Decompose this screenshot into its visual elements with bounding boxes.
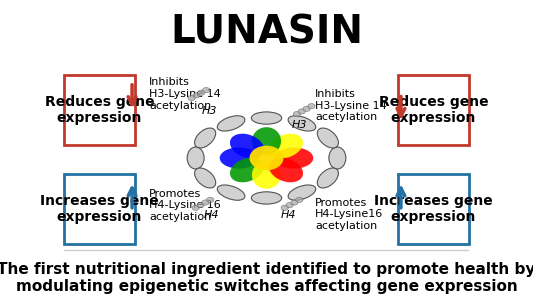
Circle shape [293,112,301,117]
Circle shape [281,205,288,210]
Circle shape [197,202,204,208]
Ellipse shape [252,161,281,189]
Text: Inhibits
H3-Lysine 14
acetylation: Inhibits H3-Lysine 14 acetylation [315,89,387,122]
Circle shape [192,205,199,210]
Text: H4: H4 [204,210,220,220]
Ellipse shape [269,158,303,182]
Text: Increases gene
expression: Increases gene expression [374,194,493,224]
Text: LUNASIN: LUNASIN [170,13,363,51]
FancyBboxPatch shape [64,174,135,244]
Ellipse shape [252,112,281,124]
Circle shape [308,103,315,109]
Text: Promotes
H4-Lysine16
acetylation: Promotes H4-Lysine16 acetylation [315,198,383,231]
Ellipse shape [252,192,281,204]
Circle shape [198,90,205,95]
FancyBboxPatch shape [398,174,469,244]
Ellipse shape [317,128,338,148]
Circle shape [298,109,305,114]
Ellipse shape [217,116,245,131]
Text: modulating epigenetic switches affecting gene expression: modulating epigenetic switches affecting… [15,280,518,295]
Text: Increases gene
expression: Increases gene expression [40,194,159,224]
Circle shape [291,200,298,205]
Ellipse shape [195,128,216,148]
Circle shape [203,87,210,93]
Circle shape [207,197,214,202]
Ellipse shape [187,147,204,169]
Text: H4: H4 [281,210,296,220]
Ellipse shape [195,168,216,188]
Text: Inhibits
H3-Lysine 14
acetylation: Inhibits H3-Lysine 14 acetylation [149,77,221,111]
FancyBboxPatch shape [398,74,469,145]
Ellipse shape [252,127,281,155]
Ellipse shape [220,147,258,169]
Text: The first nutritional ingredient identified to promote health by: The first nutritional ingredient identif… [0,262,533,277]
Circle shape [188,95,195,101]
Ellipse shape [329,147,346,169]
Text: H3: H3 [292,120,308,130]
Circle shape [249,146,284,170]
Text: Reduces gene
expression: Reduces gene expression [45,94,154,125]
Ellipse shape [269,134,303,158]
Ellipse shape [275,147,313,169]
Text: Promotes
H4-Lysine 16
acetylation: Promotes H4-Lysine 16 acetylation [149,189,221,222]
Circle shape [303,106,310,112]
Ellipse shape [288,116,316,131]
Ellipse shape [230,134,264,158]
Circle shape [201,200,209,205]
Ellipse shape [230,158,264,182]
Circle shape [286,202,293,208]
FancyBboxPatch shape [64,74,135,145]
Ellipse shape [288,185,316,200]
Ellipse shape [217,185,245,200]
Text: Reduces gene
expression: Reduces gene expression [379,94,488,125]
Circle shape [296,197,303,202]
Ellipse shape [317,168,338,188]
Text: H3: H3 [201,106,217,116]
Circle shape [193,93,200,98]
